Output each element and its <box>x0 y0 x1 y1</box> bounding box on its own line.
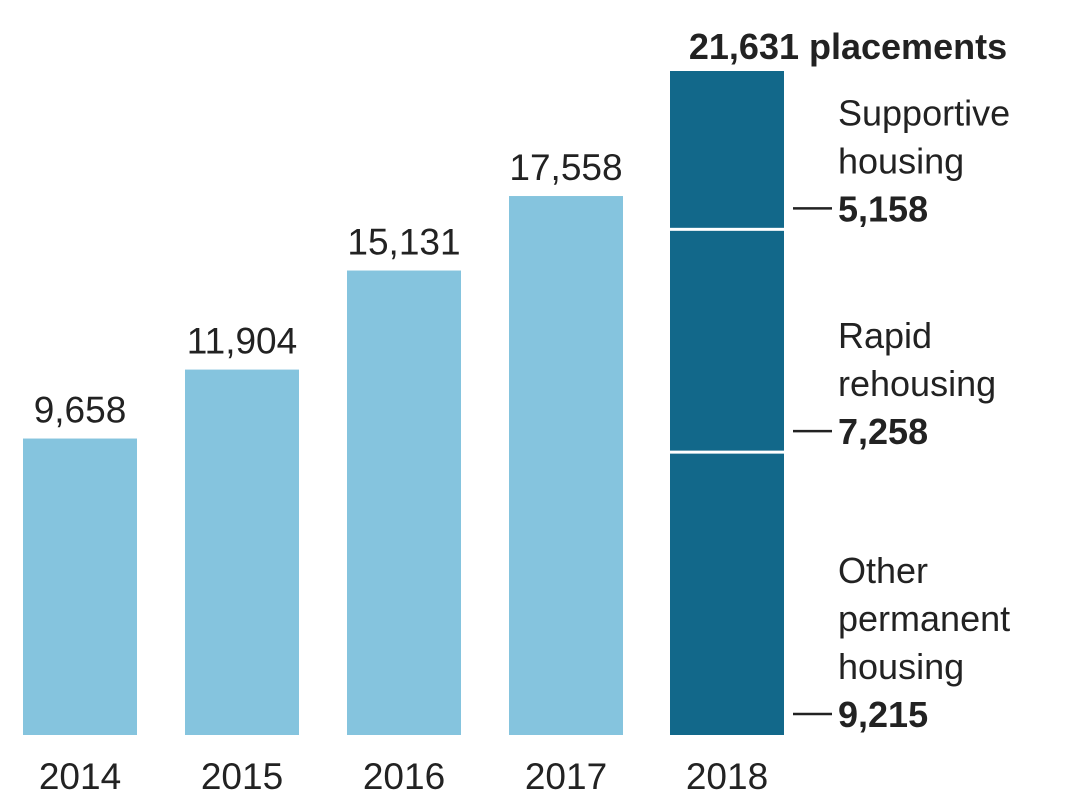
bar <box>347 270 461 735</box>
segment-name-label: housing <box>838 140 964 181</box>
bar <box>185 369 299 735</box>
segment-value-label: 5,158 <box>838 188 928 229</box>
segment-divider <box>670 227 784 231</box>
x-tick-label: 2016 <box>363 756 445 797</box>
segment-divider <box>670 450 784 454</box>
bar-value-label: 17,558 <box>509 147 622 188</box>
bar-value-label: 9,658 <box>34 390 127 431</box>
segment-name-label: Rapid <box>838 315 932 356</box>
bar <box>23 438 137 735</box>
segment-name-label: permanent <box>838 598 1010 639</box>
stacked-segment-bar <box>670 71 784 230</box>
segment-name-label: rehousing <box>838 363 996 404</box>
x-tick-label: 2017 <box>525 756 607 797</box>
segment-name-label: Other <box>838 550 928 591</box>
total-label: 21,631 placements <box>689 26 1007 67</box>
x-tick-label: 2015 <box>201 756 283 797</box>
stacked-segment-bar <box>670 229 784 453</box>
segment-value-label: 9,215 <box>838 694 928 735</box>
x-tick-label: 2014 <box>39 756 121 797</box>
bar-value-label: 15,131 <box>347 222 460 263</box>
bar-value-label: 11,904 <box>187 321 297 362</box>
bar <box>509 196 623 736</box>
segment-name-label: housing <box>838 646 964 687</box>
segment-name-label: Supportive <box>838 92 1010 133</box>
segment-value-label: 7,258 <box>838 411 928 452</box>
x-tick-label: 2018 <box>686 756 768 797</box>
stacked-segment-bar <box>670 452 784 735</box>
